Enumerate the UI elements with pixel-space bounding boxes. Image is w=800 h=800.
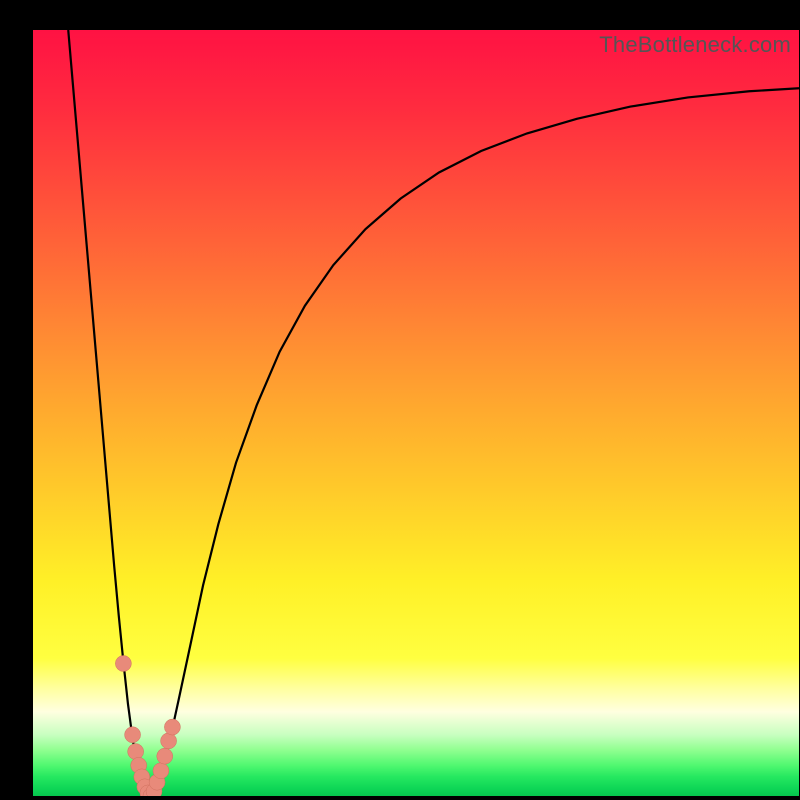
data-marker — [161, 733, 177, 749]
chart-container: TheBottleneck.com — [0, 0, 800, 800]
data-marker — [153, 763, 169, 779]
data-marker — [157, 748, 173, 764]
left-curve — [68, 30, 151, 796]
curves-layer — [33, 30, 799, 796]
data-marker — [128, 744, 144, 760]
data-marker — [115, 655, 131, 671]
right-curve — [151, 88, 799, 796]
data-marker — [164, 719, 180, 735]
plot-area: TheBottleneck.com — [33, 30, 799, 796]
data-marker — [125, 727, 141, 743]
